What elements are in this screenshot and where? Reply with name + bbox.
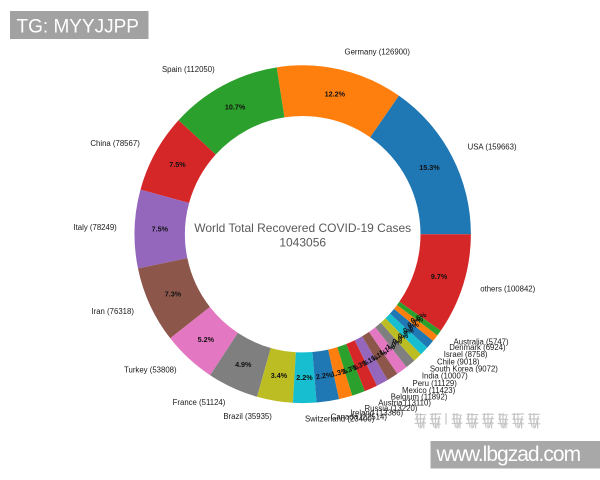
svg-text:Iran (76318): Iran (76318) <box>91 307 134 316</box>
svg-text:USA (159663): USA (159663) <box>468 143 517 152</box>
svg-text:Peru (11129): Peru (11129) <box>413 379 458 388</box>
svg-text:TG: MYYJJPP: TG: MYYJJPP <box>17 17 139 38</box>
svg-text:5.2%: 5.2% <box>198 335 215 344</box>
svg-text:15.3%: 15.3% <box>419 163 440 172</box>
svg-text:4.9%: 4.9% <box>235 360 252 369</box>
svg-text:Brazil (35935): Brazil (35935) <box>223 412 272 421</box>
svg-text:Turkey (53808): Turkey (53808) <box>124 365 177 374</box>
svg-text:Chile (9018): Chile (9018) <box>437 357 480 366</box>
svg-text:3.4%: 3.4% <box>271 371 288 380</box>
svg-text:1043056: 1043056 <box>279 235 326 249</box>
svg-text:Italy (78249): Italy (78249) <box>73 223 117 232</box>
svg-text:2.2%: 2.2% <box>315 370 333 381</box>
svg-text:Spain (112050): Spain (112050) <box>162 65 215 74</box>
svg-text:Canada (22514): Canada (22514) <box>331 413 388 422</box>
svg-text:others (100842): others (100842) <box>480 284 535 293</box>
svg-text:Ireland (13386): Ireland (13386) <box>350 409 403 418</box>
svg-text:7.5%: 7.5% <box>169 160 186 169</box>
svg-text:China (78567): China (78567) <box>90 139 140 148</box>
svg-text:Mexico (11423): Mexico (11423) <box>402 386 456 395</box>
svg-text:Austria (13110): Austria (13110) <box>378 399 431 408</box>
svg-text:South Korea (9072): South Korea (9072) <box>430 364 498 373</box>
svg-text:France (51124): France (51124) <box>173 398 226 407</box>
svg-text:7.5%: 7.5% <box>152 225 169 234</box>
svg-text:World Total Recovered COVID-19: World Total Recovered COVID-19 Cases <box>194 221 411 235</box>
svg-text:Denmark (6924): Denmark (6924) <box>449 343 506 352</box>
svg-text:1.3%: 1.3% <box>330 366 349 379</box>
svg-text:7.3%: 7.3% <box>165 290 182 299</box>
svg-text:www.lbgzad.com: www.lbgzad.com <box>436 443 581 466</box>
svg-text:Belgium (11892): Belgium (11892) <box>391 393 448 402</box>
svg-text:2.2%: 2.2% <box>296 373 313 382</box>
svg-text:12.2%: 12.2% <box>325 89 346 98</box>
svg-text:Israel (8758): Israel (8758) <box>444 350 488 359</box>
svg-text:Germany (126900): Germany (126900) <box>345 47 411 56</box>
svg-text:Russia (13220): Russia (13220) <box>365 404 418 413</box>
svg-text:9.7%: 9.7% <box>431 272 448 281</box>
svg-text:Switzerland (23400): Switzerland (23400) <box>305 415 375 424</box>
svg-text:10.7%: 10.7% <box>225 103 246 112</box>
svg-text:Australia (5747): Australia (5747) <box>454 337 509 346</box>
svg-text:India (10007): India (10007) <box>422 372 468 381</box>
